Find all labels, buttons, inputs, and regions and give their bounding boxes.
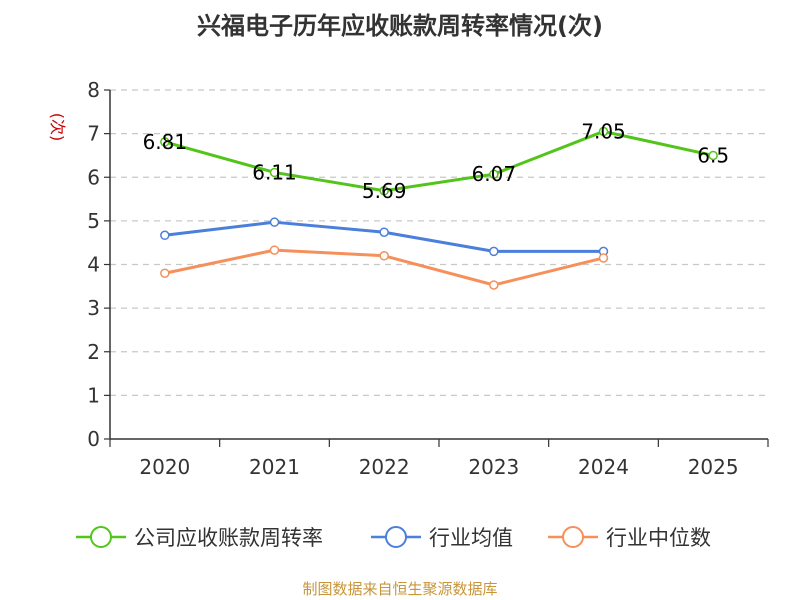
x-tick-label: 2020 [139,455,190,479]
tick-labels: 0 1 2 3 4 5 6 7 8 2020 2021 2022 2023 2024 2025 [87,78,738,479]
data-label: 5.69 [362,179,407,203]
legend-label: 行业中位数 [606,526,711,550]
data-labels: 6.81 6.11 5.69 6.07 7.05 6.5 [143,119,730,202]
data-point [708,150,718,161]
legend: 公司应收账款周转率 行业均值 行业中位数 [76,526,711,550]
x-tick-label: 2022 [359,455,410,479]
chart-title: 兴福电子历年应收账款周转率情况(次) [197,12,603,40]
legend-marker [562,526,584,548]
data-point [379,251,389,261]
axes [104,89,769,447]
y-tick-label: 5 [87,209,100,233]
data-point [379,227,389,237]
legend-item: 公司应收账款周转率 [76,526,323,550]
y-tick-label: 7 [87,122,100,146]
series-lines [160,126,718,290]
data-point [269,245,280,255]
data-point [489,169,499,179]
data-point [160,230,170,241]
legend-marker [90,526,112,548]
legend-item: 行业中位数 [548,526,711,550]
source-footer: 制图数据来自恒生聚源数据库 [302,580,498,598]
legend-label: 行业均值 [429,526,513,550]
data-point [160,137,170,147]
x-tick-label: 2021 [249,455,300,479]
x-tick-label: 2024 [578,455,629,479]
y-tick-label: 3 [87,296,100,320]
data-label: 6.5 [697,143,729,167]
y-axis-label: (次) [48,113,67,142]
data-label: 7.05 [581,119,626,143]
y-tick-label: 0 [87,427,100,451]
data-point [160,268,170,278]
x-tick-label: 2025 [688,455,739,479]
legend-marker [385,526,407,548]
data-point [379,186,389,196]
data-point [598,126,609,137]
x-tick-label: 2023 [468,455,519,479]
data-label: 6.07 [472,162,517,186]
data-label: 6.11 [252,160,297,184]
y-tick-label: 4 [87,253,100,277]
data-point [489,246,499,257]
data-point [489,280,499,290]
series-line-0 [164,129,714,193]
y-tick-label: 6 [87,165,100,189]
y-tick-label: 2 [87,340,100,364]
data-label: 6.81 [143,130,188,154]
legend-item: 行业均值 [371,526,513,550]
y-tick-label: 1 [87,383,100,407]
data-point [269,167,280,178]
data-point [269,217,280,227]
legend-label: 公司应收账款周转率 [134,526,323,550]
data-point [598,253,609,263]
y-tick-label: 8 [87,78,100,102]
